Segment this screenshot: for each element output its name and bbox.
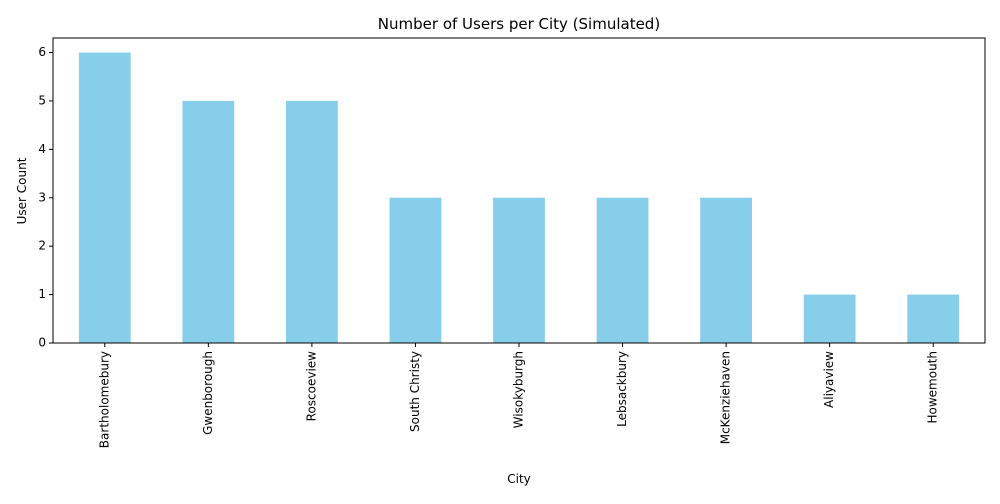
x-tick-label: Howemouth bbox=[926, 351, 940, 424]
y-tick-label: 6 bbox=[38, 45, 46, 59]
y-tick-label: 2 bbox=[38, 239, 46, 253]
x-tick-label: Aliyaview bbox=[822, 351, 836, 408]
bar bbox=[907, 294, 960, 343]
x-tick-label: South Christy bbox=[408, 351, 422, 432]
bar bbox=[596, 197, 649, 343]
y-axis-label: User Count bbox=[15, 157, 29, 224]
bar bbox=[803, 294, 856, 343]
x-tick-label: Roscoeview bbox=[304, 351, 318, 422]
x-tick-label: Bartholomebury bbox=[97, 351, 111, 448]
bar bbox=[493, 197, 545, 343]
x-tick-label: Lebsackbury bbox=[615, 351, 629, 427]
y-tick-label: 0 bbox=[38, 336, 46, 350]
x-axis-ticks: Bartholomebury Gwenborough Roscoeview South… bbox=[97, 343, 940, 448]
bar bbox=[700, 197, 752, 343]
bar bbox=[78, 52, 131, 344]
chart-title: Number of Users per City (Simulated) bbox=[378, 15, 660, 33]
x-tick-label: Gwenborough bbox=[201, 351, 215, 435]
y-tick-label: 4 bbox=[38, 142, 46, 156]
y-tick-label: 5 bbox=[38, 93, 46, 107]
x-tick-label: McKenziehaven bbox=[719, 351, 733, 444]
y-axis-ticks: 0 1 2 3 4 5 6 bbox=[38, 45, 53, 350]
plot-area-frame bbox=[52, 37, 986, 344]
bar bbox=[286, 100, 338, 343]
y-tick-label: 3 bbox=[38, 190, 46, 204]
bars bbox=[78, 52, 960, 344]
bar bbox=[182, 100, 235, 343]
x-tick-label: Wisokyburgh bbox=[512, 351, 526, 428]
x-axis-label: City bbox=[507, 472, 531, 486]
y-tick-label: 1 bbox=[38, 287, 46, 301]
bar bbox=[389, 197, 442, 343]
